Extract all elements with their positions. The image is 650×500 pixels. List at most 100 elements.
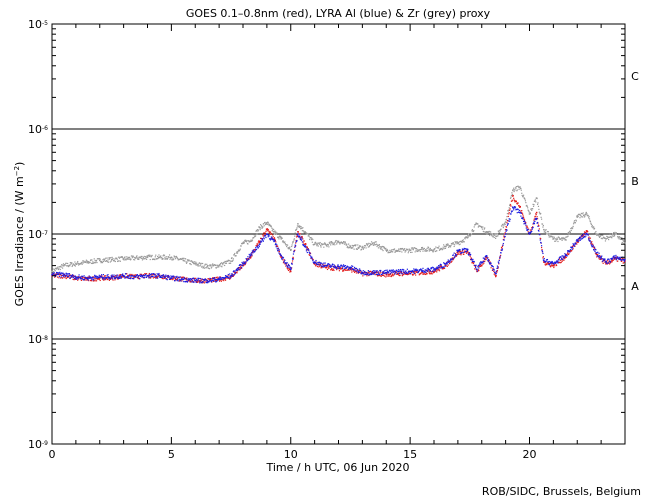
trace-dot (335, 267, 337, 269)
trace-dot (77, 275, 79, 278)
trace-dot (567, 251, 569, 253)
trace-dot (224, 275, 227, 277)
trace-dot (365, 271, 368, 274)
trace-dot (474, 268, 476, 270)
trace-dot (610, 258, 612, 260)
trace-dot (430, 271, 432, 273)
trace-dot (516, 212, 518, 214)
trace-dot (123, 275, 126, 277)
trace-dot (163, 258, 165, 260)
trace-dot (581, 213, 583, 215)
trace-dot (294, 245, 296, 248)
trace-dot (597, 253, 599, 256)
trace-dot (300, 236, 302, 238)
trace-dot (116, 276, 118, 278)
trace-dot (72, 264, 74, 266)
trace-dot (129, 258, 131, 260)
trace-dot (326, 265, 328, 267)
trace-dot (366, 242, 368, 245)
trace-dot (137, 257, 139, 259)
trace-dot (383, 270, 386, 272)
trace-dot (318, 266, 320, 268)
trace-dot (563, 257, 565, 259)
trace-dot (350, 268, 352, 270)
trace-dot (326, 264, 329, 266)
trace-dot (271, 238, 273, 240)
trace-dot (244, 239, 246, 242)
trace-dot (356, 248, 358, 250)
trace-dot (336, 266, 338, 269)
trace-dot (496, 265, 499, 267)
trace-dot (288, 267, 290, 270)
trace-dot (86, 278, 88, 280)
trace-dot (600, 257, 602, 259)
trace-dot (495, 270, 498, 272)
trace-dot (163, 277, 166, 279)
trace-dot (623, 259, 625, 262)
trace-dot (198, 280, 200, 282)
trace-dot (256, 243, 258, 245)
data-point (576, 240, 578, 242)
trace-dot (352, 247, 354, 249)
trace-dot (343, 266, 346, 268)
trace-dot (286, 265, 288, 267)
trace-dot (506, 222, 508, 224)
trace-dot (369, 244, 371, 247)
trace-dot (250, 253, 252, 255)
trace-dot (593, 227, 596, 229)
trace-dot (88, 277, 90, 279)
trace-dot (260, 240, 262, 242)
trace-dot (540, 246, 543, 249)
trace-dot (583, 234, 585, 236)
trace-dot (176, 275, 178, 278)
trace-dot (569, 230, 571, 232)
trace-dot (169, 277, 171, 279)
trace-dot (506, 213, 509, 215)
trace-dot (157, 255, 159, 258)
trace-dot (376, 270, 378, 272)
trace-dot (277, 250, 279, 252)
data-point (595, 253, 598, 256)
trace-dot (121, 274, 123, 276)
trace-dot (61, 264, 63, 266)
trace-dot (532, 222, 535, 225)
trace-dot (319, 265, 321, 267)
data-point (528, 233, 531, 235)
trace-dot (548, 234, 550, 237)
trace-dot (249, 256, 251, 258)
trace-dot (340, 241, 342, 243)
trace-dot (78, 278, 80, 280)
trace-dot (289, 248, 291, 250)
trace-dot (273, 233, 276, 235)
trace-dot (282, 257, 285, 259)
trace-dot (585, 211, 587, 214)
trace-dot (62, 276, 64, 279)
trace-dot (263, 223, 265, 225)
trace-dot (83, 278, 86, 281)
trace-dot (295, 239, 297, 242)
trace-dot (529, 229, 531, 231)
trace-dot (408, 273, 410, 275)
trace-dot (567, 250, 569, 252)
trace-dot (542, 259, 544, 261)
trace-dot (569, 249, 571, 251)
trace-dot (487, 259, 489, 262)
trace-dot (430, 266, 432, 269)
trace-dot (524, 200, 527, 202)
trace-dot (317, 262, 319, 264)
trace-dot (146, 255, 148, 257)
data-point (158, 275, 161, 277)
trace-dot (69, 277, 71, 279)
trace-dot (124, 258, 127, 260)
trace-dot (509, 197, 512, 199)
trace-dot (190, 279, 193, 281)
trace-dot (465, 248, 467, 250)
trace-dot (364, 245, 367, 247)
trace-dot (205, 278, 207, 281)
data-point (504, 221, 507, 223)
trace-dot (612, 233, 614, 235)
data-point (290, 268, 292, 271)
trace-dot (593, 249, 595, 251)
trace-dot (325, 267, 327, 269)
trace-dot (362, 248, 364, 250)
